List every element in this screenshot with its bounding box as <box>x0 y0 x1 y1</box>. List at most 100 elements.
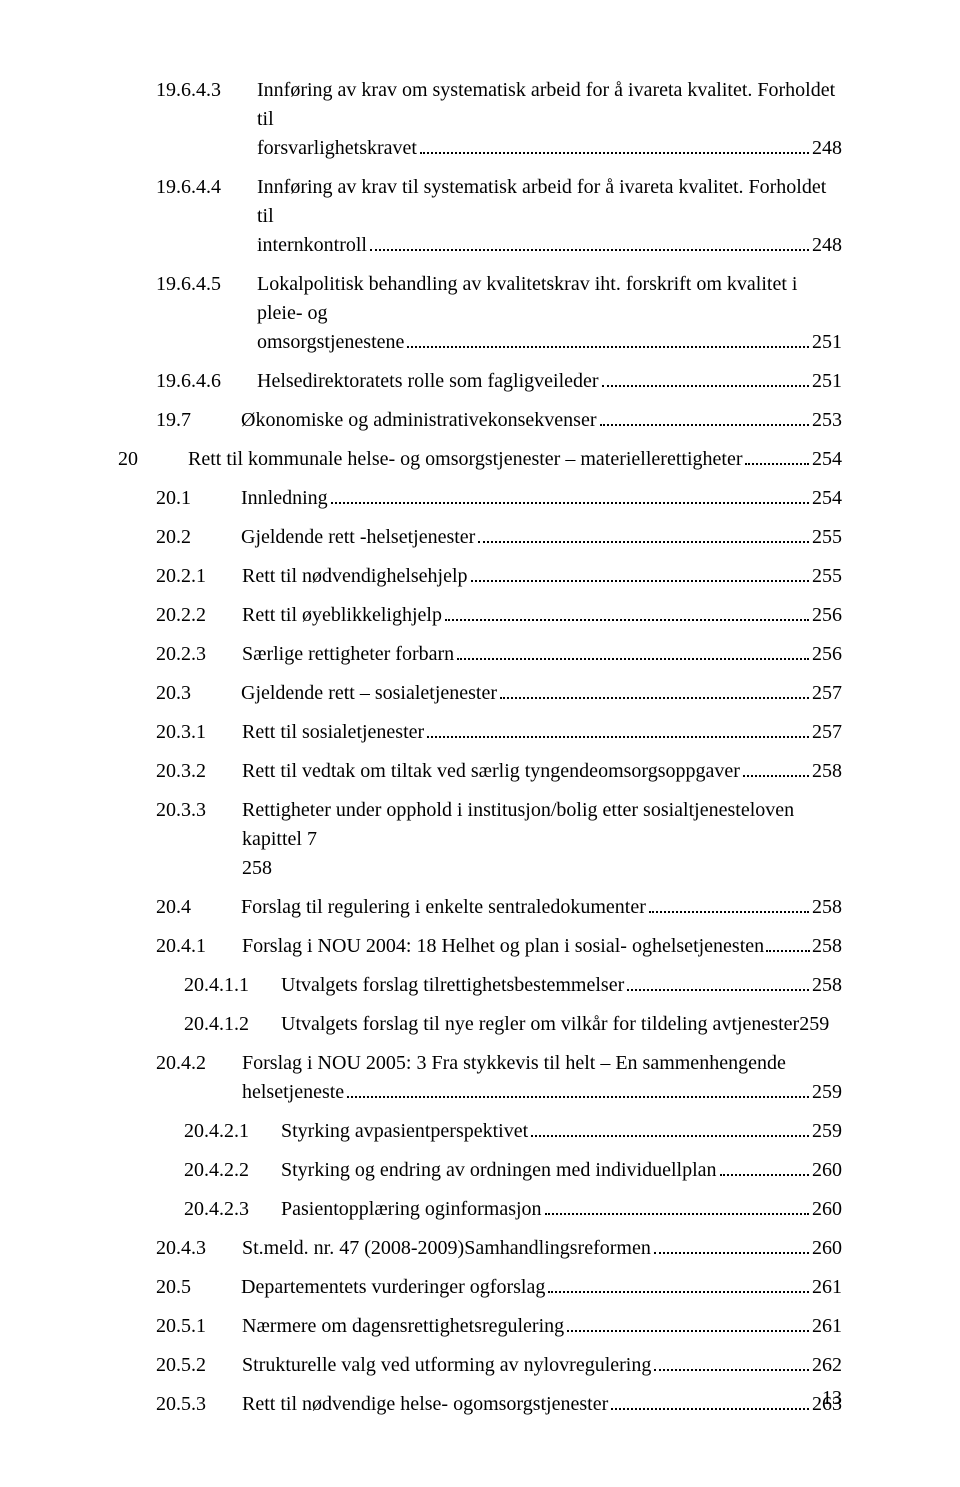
toc-title-tail: informasjon <box>445 1195 542 1224</box>
toc-page-ref: 259 <box>799 1010 829 1039</box>
toc-title-tail: tjenester <box>429 679 497 708</box>
toc-title-tail: helsetjenesten <box>652 932 764 961</box>
toc-entry: 19.6.4.3Innføring av krav om systematisk… <box>118 76 842 163</box>
toc-leader <box>548 1273 809 1293</box>
toc-number: 19.7 <box>156 406 191 435</box>
toc-title-tail: 258 <box>242 854 272 883</box>
toc-page-ref: 258 <box>812 893 842 922</box>
toc-entry: 20.4.2.1Styrking av pasientperspektivet2… <box>118 1117 842 1146</box>
toc-title: Rettigheter under opphold i institusjon/… <box>242 799 794 850</box>
toc-container: 19.6.4.3Innføring av krav om systematisk… <box>118 76 842 1419</box>
toc-number: 19.6.4.5 <box>156 270 221 299</box>
toc-title: Departementets vurderinger og <box>241 1273 490 1302</box>
toc-title-tail: konsekvenser <box>488 406 597 435</box>
toc-leader <box>627 971 809 991</box>
toc-leader <box>331 484 809 504</box>
toc-title: Lokalpolitisk behandling av kvalitetskra… <box>257 273 797 324</box>
toc-entry: 20.5.2Strukturelle valg ved utforming av… <box>118 1351 842 1380</box>
toc-title-tail: omsorgstjenestene <box>257 328 404 357</box>
toc-page-ref: 258 <box>812 971 842 1000</box>
toc-title-tail: Samhandlingsreformen <box>464 1234 651 1263</box>
toc-page-ref: 248 <box>812 134 842 163</box>
toc-entry: 20.2.3Særlige rettigheter for barn256 <box>118 640 842 669</box>
toc-number: 19.6.4.3 <box>156 76 221 105</box>
toc-page-ref: 254 <box>812 445 842 474</box>
toc-number: 20.2.2 <box>156 601 206 630</box>
toc-number: 20.2.3 <box>156 640 206 669</box>
toc-number: 20.4.2 <box>156 1049 206 1078</box>
toc-title: Forslag til regulering i enkelte sentral… <box>241 893 550 922</box>
toc-entry: 20.5.3Rett til nødvendige helse- og omso… <box>118 1390 842 1419</box>
toc-page-ref: 255 <box>812 562 842 591</box>
toc-entry: 20.4.1Forslag i NOU 2004: 18 Helhet og p… <box>118 932 842 961</box>
toc-page-ref: 260 <box>812 1156 842 1185</box>
toc-title-tail: omsorgsoppgaver <box>598 757 740 786</box>
toc-page-ref: 248 <box>812 231 842 260</box>
toc-title: Nærmere om dagens <box>242 1312 408 1341</box>
toc-entry: 19.6.4.4 Innføring av krav til systematis… <box>118 173 842 260</box>
toc-leader <box>370 231 809 251</box>
toc-number: 20.3.1 <box>156 718 206 747</box>
toc-title-tail: forsvarlighetskravet <box>257 134 417 163</box>
toc-entry: 20.3.3Rettigheter under opphold i instit… <box>118 796 842 883</box>
toc-title-tail: dokumenter <box>550 893 646 922</box>
toc-number: 19.6.4.4 <box>156 173 221 202</box>
toc-number: 19.6.4.6 <box>156 367 221 396</box>
toc-title: Helsedirektoratets rolle som faglig <box>257 367 534 396</box>
toc-number: 20.4.1 <box>156 932 206 961</box>
toc-title-tail: helsehjelp <box>386 562 467 591</box>
toc-page-ref: 251 <box>812 328 842 357</box>
toc-page-ref: 261 <box>812 1273 842 1302</box>
toc-leader <box>743 757 809 777</box>
toc-entry: 20.5Departementets vurderinger og forsla… <box>118 1273 842 1302</box>
toc-title: St.meld. nr. 47 (2008-2009) <box>242 1234 464 1263</box>
toc-entry: 20.3.2Rett til vedtak om tiltak ved særl… <box>118 757 842 786</box>
toc-leader <box>654 1234 809 1254</box>
toc-number: 20.5.3 <box>156 1390 206 1419</box>
toc-title: Rett til nødvendige helse- og <box>242 1390 473 1419</box>
toc-title: Strukturelle valg ved utforming av ny <box>242 1351 544 1380</box>
toc-page-ref: 251 <box>812 367 842 396</box>
toc-leader <box>471 562 809 582</box>
toc-title: Styrking og endring av ordningen med ind… <box>281 1156 682 1185</box>
toc-entry: 19.6.4.5 Lokalpolitisk behandling av kval… <box>118 270 842 357</box>
toc-page-ref: 258 <box>812 932 842 961</box>
toc-number: 20.4.1.1 <box>184 971 249 1000</box>
toc-title: Innføring av krav til systematisk arbeid… <box>257 176 826 227</box>
toc-entry: 20.4.1.2Utvalgets forslag til nye regler… <box>118 1010 842 1039</box>
page-number: 13 <box>822 1384 842 1413</box>
toc-leader <box>611 1390 809 1410</box>
toc-leader <box>427 718 809 738</box>
toc-leader <box>745 445 809 465</box>
toc-leader <box>602 367 809 387</box>
toc-leader <box>478 523 809 543</box>
toc-title-tail: Innledning <box>241 484 328 513</box>
toc-page-ref: 254 <box>812 484 842 513</box>
toc-page-ref: 258 <box>812 757 842 786</box>
toc-leader <box>420 134 809 154</box>
toc-page-ref: 257 <box>812 679 842 708</box>
toc-title-tail: rettighetsregulering <box>408 1312 565 1341</box>
toc-entry: 20.1 Innledning 254 <box>118 484 842 513</box>
toc-entry: 20.4.2.3Pasientopplæring og informasjon2… <box>118 1195 842 1224</box>
toc-number: 20.1 <box>156 484 191 513</box>
toc-leader <box>567 1312 809 1332</box>
toc-title: Rett til nødvendig <box>242 562 386 591</box>
toc-title-tail: plan <box>682 1156 716 1185</box>
toc-entry: 20Rett til kommunale helse- og omsorgstj… <box>118 445 842 474</box>
toc-number: 20.2.1 <box>156 562 206 591</box>
toc-number: 20.4.2.3 <box>184 1195 249 1224</box>
toc-leader <box>649 893 809 913</box>
toc-page-ref: 255 <box>812 523 842 552</box>
toc-entry: 19.7Økonomiske og administrative konsekv… <box>118 406 842 435</box>
toc-title: Utvalgets forslag til <box>281 971 440 1000</box>
toc-leader <box>545 1195 809 1215</box>
toc-number: 20.4 <box>156 893 191 922</box>
toc-title: Rett til kommunale helse- og omsorgstjen… <box>188 445 660 474</box>
toc-title: Gjeldende rett - <box>241 523 367 552</box>
toc-page-ref: 256 <box>812 640 842 669</box>
toc-leader <box>347 1078 809 1098</box>
toc-entry: 20.4.2.2Styrking og endring av ordningen… <box>118 1156 842 1185</box>
toc-page: 19.6.4.3Innføring av krav om systematisk… <box>0 0 960 1487</box>
toc-title: Styrking av <box>281 1117 374 1146</box>
